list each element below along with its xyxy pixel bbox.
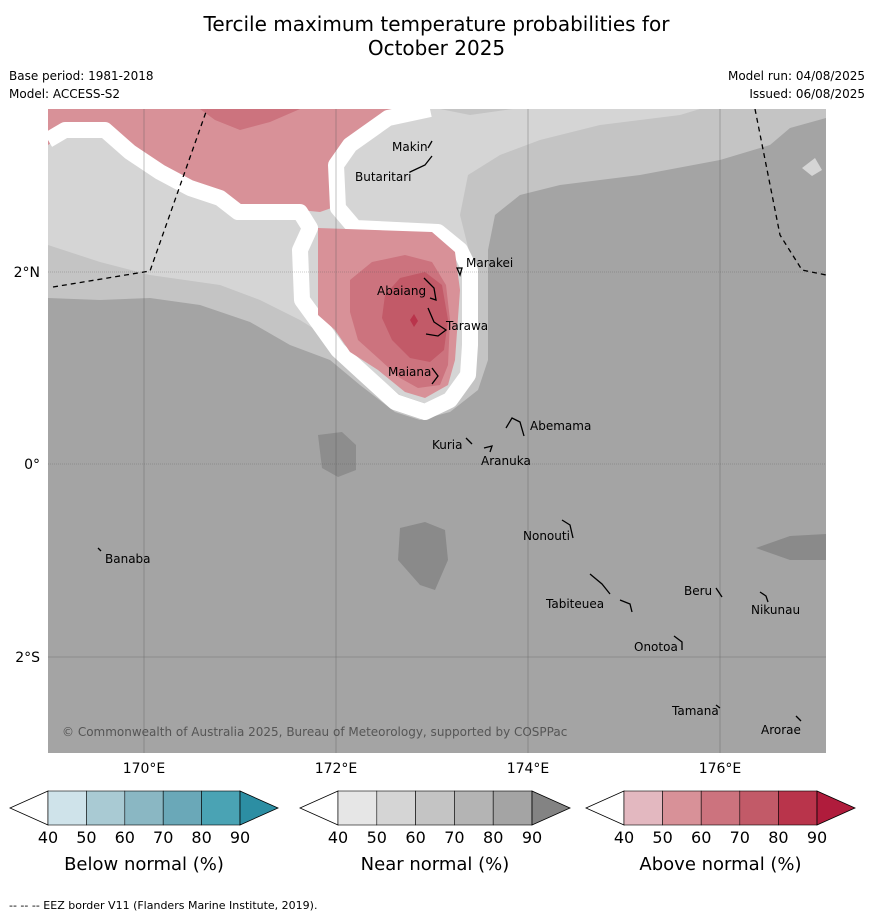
place-label: Arorae xyxy=(761,723,801,737)
place-label: Butaritari xyxy=(355,170,412,184)
lon-label: 172°E xyxy=(315,761,358,777)
near-normal-70-kuria xyxy=(318,432,356,477)
colorbar-segment xyxy=(86,790,126,826)
place-label: Nonouti xyxy=(523,529,570,543)
above-normal-60-nw xyxy=(200,109,300,130)
above-normal-80-tarawa xyxy=(410,314,418,327)
place-label: Banaba xyxy=(105,552,151,566)
colorbar-extend-high xyxy=(239,790,279,826)
map-area: Makin Butaritari Marakei Abaiang Tarawa … xyxy=(48,109,826,753)
colorbar-0 xyxy=(9,790,279,826)
colorbar-extend-high xyxy=(531,790,571,826)
colorbar-segment xyxy=(47,790,87,826)
lat-label: 0° xyxy=(24,457,40,473)
lat-label: 2°S xyxy=(15,650,40,666)
axis-labels: 2°N 0° 2°S 170°E 172°E 174°E 176°E xyxy=(14,265,742,777)
near-normal-40-ne xyxy=(802,158,822,176)
colorbar-segment xyxy=(778,790,818,826)
colorbar-tick-label: 70 xyxy=(153,828,174,847)
colorbar-tick-label: 90 xyxy=(521,828,543,847)
colorbar-tick-label: 70 xyxy=(444,828,465,847)
colorbar-segment xyxy=(454,790,494,826)
place-label: Tarawa xyxy=(445,319,488,333)
lon-label: 176°E xyxy=(699,761,742,777)
colorbar-1 xyxy=(299,790,571,826)
lat-label: 2°N xyxy=(14,265,40,281)
colorbar-extend-high xyxy=(816,790,856,826)
eez-borders xyxy=(52,109,826,288)
colorbar-segment xyxy=(492,790,533,826)
colorbar-tick-label: 50 xyxy=(652,828,673,847)
colorbar-title: Above normal (%) xyxy=(639,854,802,875)
model-text: Model: ACCESS-S2 xyxy=(9,87,121,101)
place-label: Maiana xyxy=(388,365,431,379)
colorbar-segment xyxy=(337,790,378,826)
colorbar-tick-label: 50 xyxy=(76,828,97,847)
place-label: Makin xyxy=(392,140,428,154)
colorbar-tick-label: 40 xyxy=(327,828,349,847)
colorbar-tick-label: 90 xyxy=(806,828,828,847)
meta-right: Model run: 04/08/2025 Issued: 06/08/2025 xyxy=(728,67,865,103)
place-label: Tamana xyxy=(671,704,719,718)
colorbar-extend-low xyxy=(299,790,339,826)
colorbar-segment xyxy=(623,790,663,826)
colorbar-tick-label: 50 xyxy=(366,828,387,847)
colorbar-tick-label: 80 xyxy=(768,828,789,847)
colorbar-extend-low xyxy=(585,790,625,826)
colorbar-tick-label: 70 xyxy=(729,828,750,847)
colorbar-title: Near normal (%) xyxy=(360,854,510,875)
place-label: Abaiang xyxy=(377,284,426,298)
near-normal-70-east xyxy=(756,534,826,560)
colorbar-title: Below normal (%) xyxy=(64,854,224,875)
title-line-1: Tercile maximum temperature probabilitie… xyxy=(203,12,670,36)
graticule xyxy=(48,109,826,753)
above-normal-50-nw xyxy=(48,109,415,212)
place-label: Kuria xyxy=(432,438,463,452)
colorbar-legends xyxy=(9,790,856,826)
colorbar-segment xyxy=(739,790,779,826)
copyright-text: © Commonwealth of Australia 2025, Bureau… xyxy=(62,725,567,739)
equal-chances-band xyxy=(48,109,478,420)
colorbar-tick-label: 60 xyxy=(405,828,426,847)
place-label: Nikunau xyxy=(751,603,800,617)
lon-label: 174°E xyxy=(507,761,550,777)
colorbar-tick-label: 40 xyxy=(37,828,59,847)
place-label: Beru xyxy=(684,584,712,598)
meta-left: Base period: 1981-2018 Model: ACCESS-S2 xyxy=(9,67,154,103)
eez-footer-note: -- -- -- EEZ border V11 (Flanders Marine… xyxy=(9,899,318,912)
colorbar-tick-label: 90 xyxy=(229,828,251,847)
place-label: Onotoa xyxy=(634,640,678,654)
near-normal-70-south xyxy=(398,522,448,590)
island-shapes xyxy=(97,140,802,722)
place-label: Marakei xyxy=(466,256,513,270)
place-label: Tabiteuea xyxy=(545,597,604,611)
place-label: Abemama xyxy=(530,419,591,433)
colorbar-2 xyxy=(585,790,856,826)
colorbar-tick-label: 80 xyxy=(191,828,212,847)
colorbar-segment xyxy=(662,790,702,826)
colorbar-segment xyxy=(124,790,164,826)
colorbar-segment xyxy=(376,790,416,826)
base-period-text: Base period: 1981-2018 xyxy=(9,69,154,83)
colorbar-tick-label: 40 xyxy=(613,828,635,847)
place-labels: Makin Butaritari Marakei Abaiang Tarawa … xyxy=(105,140,801,737)
colorbar-tick-label: 80 xyxy=(483,828,504,847)
model-run-text: Model run: 04/08/2025 xyxy=(727,69,865,83)
place-label: Aranuka xyxy=(481,454,531,468)
colorbar-segment xyxy=(162,790,202,826)
lon-label: 170°E xyxy=(123,761,166,777)
colorbar-segment xyxy=(415,790,455,826)
issued-text: Issued: 06/08/2025 xyxy=(749,87,865,101)
colorbar-segment xyxy=(700,790,741,826)
colorbar-extend-low xyxy=(9,790,49,826)
map-title: Tercile maximum temperature probabilitie… xyxy=(0,12,873,60)
title-line-2: October 2025 xyxy=(367,36,506,60)
colorbar-tick-label: 60 xyxy=(114,828,135,847)
colorbar-tick-label: 60 xyxy=(691,828,712,847)
colorbar-segment xyxy=(201,790,241,826)
